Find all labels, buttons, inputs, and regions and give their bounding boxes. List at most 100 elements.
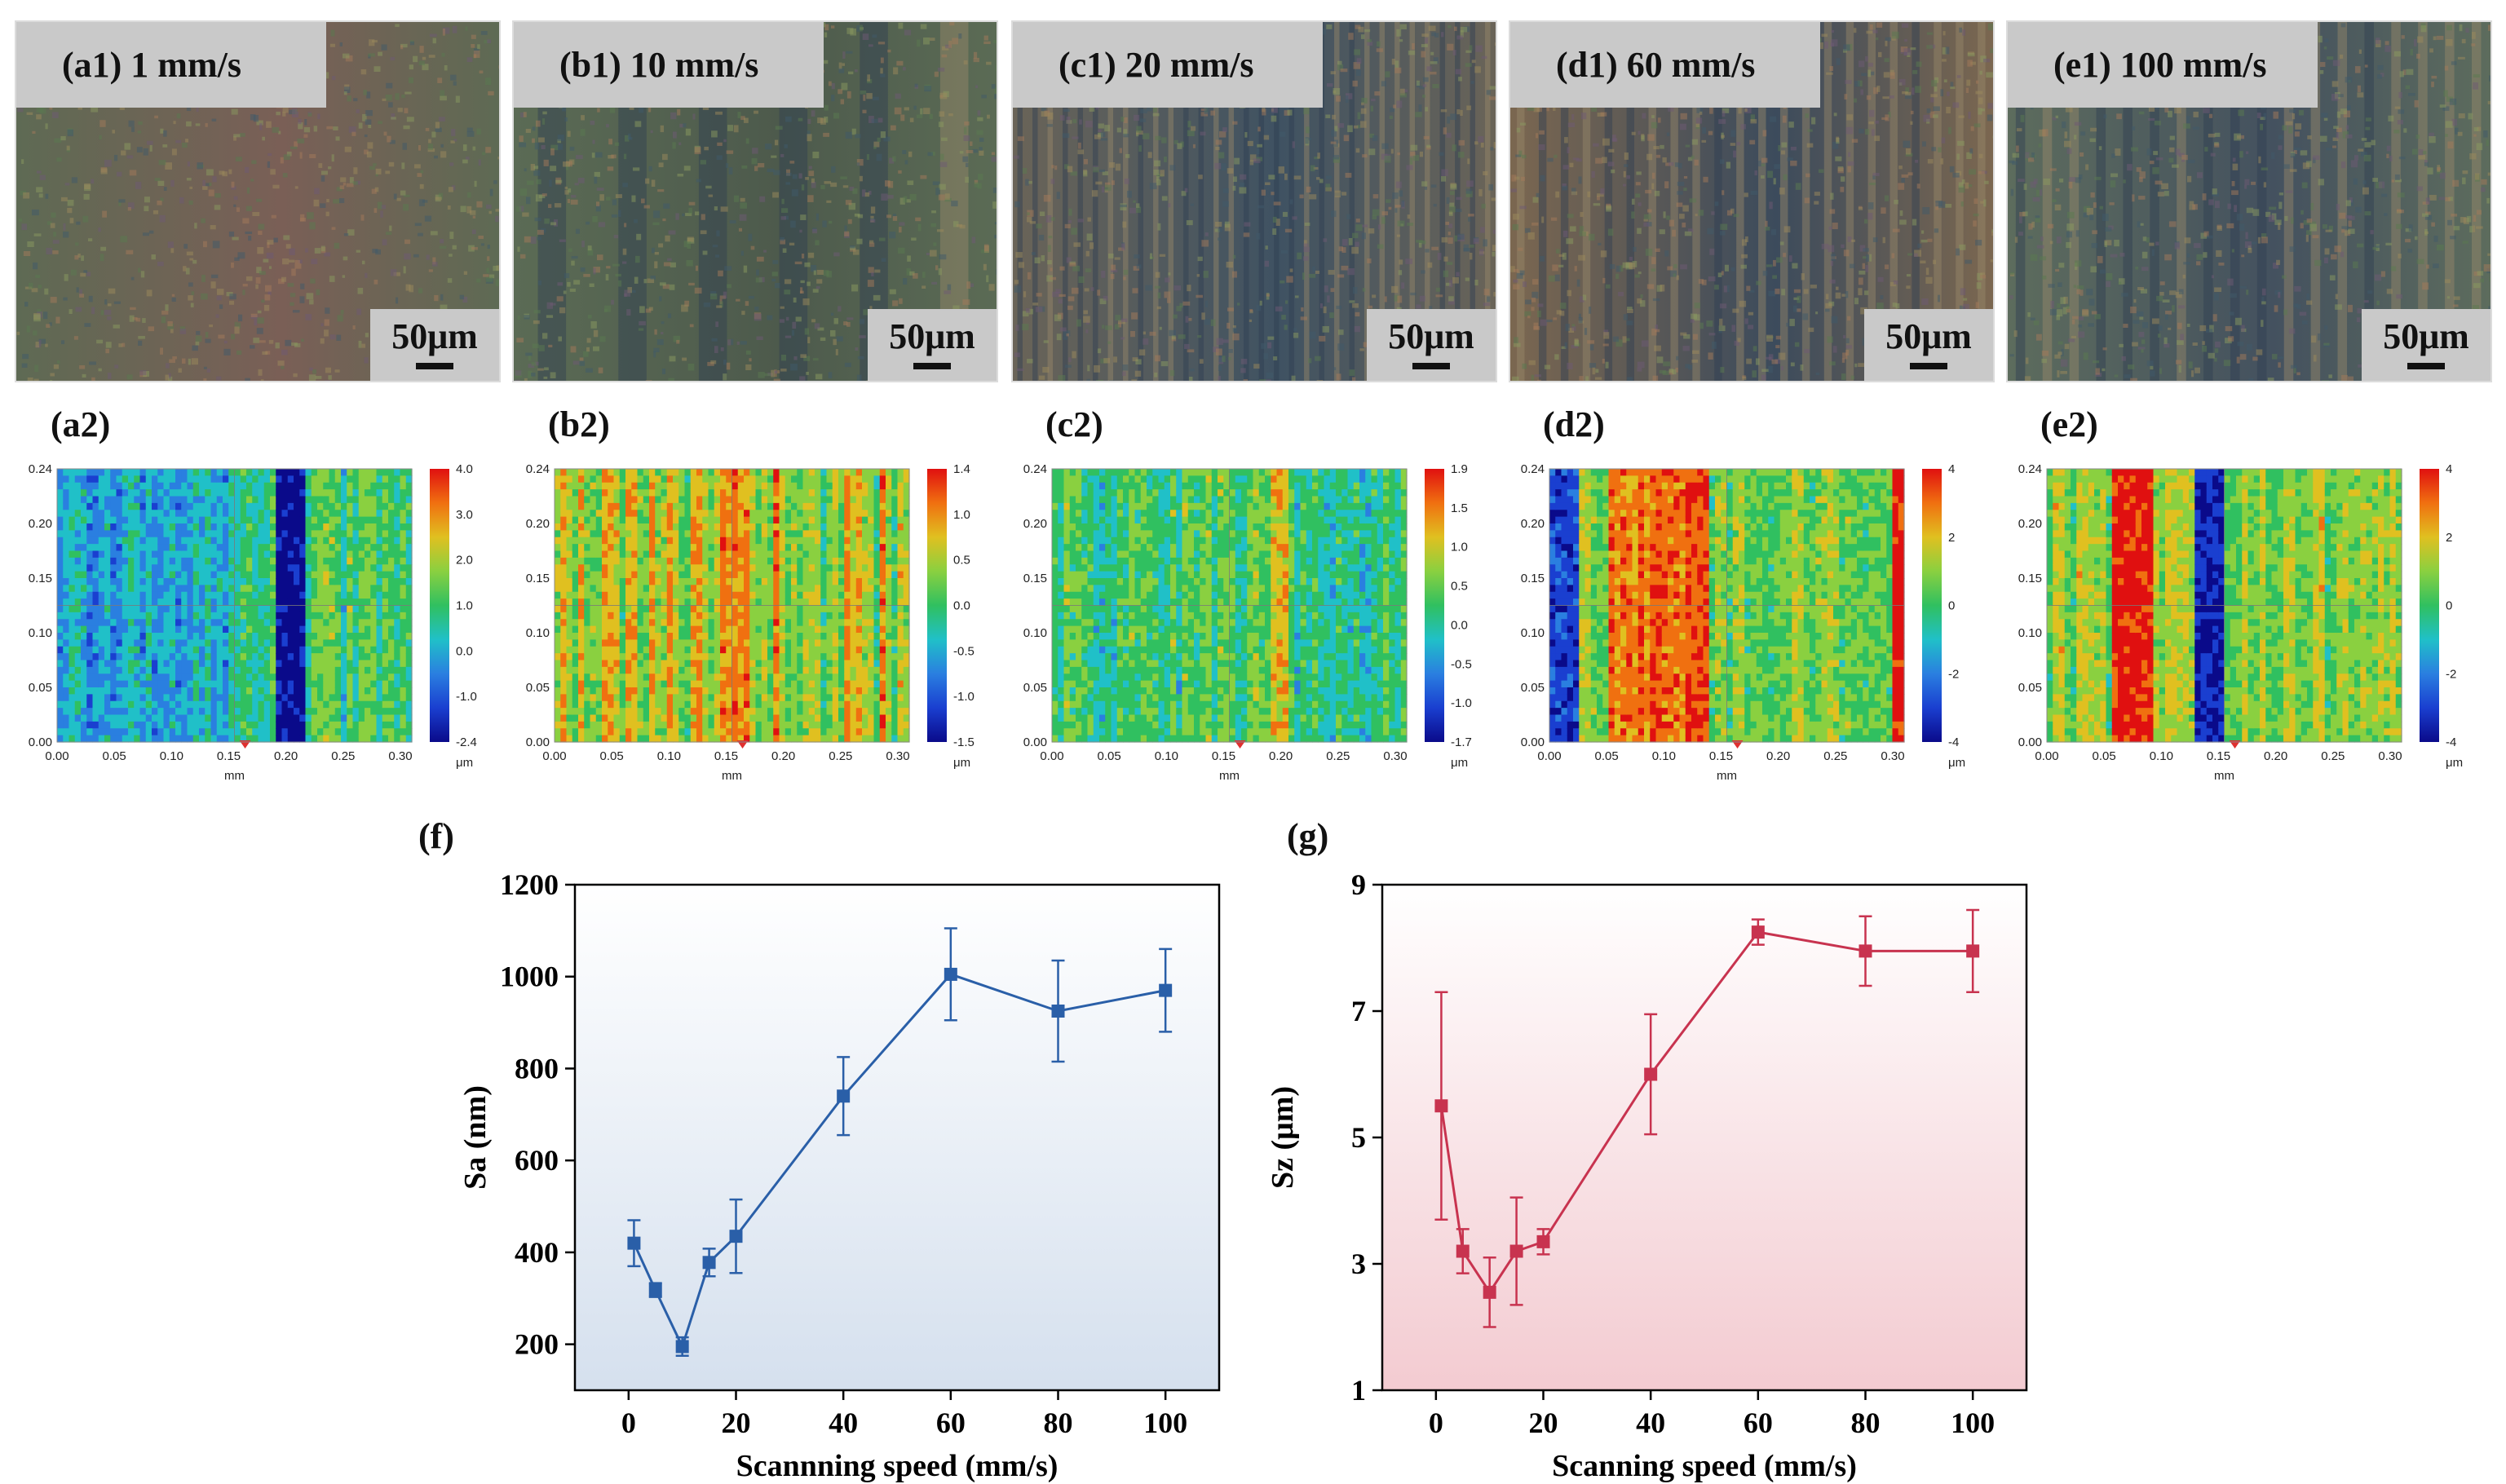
map-x-unit: mm [1219,769,1240,783]
map-x-tick: 0.15 [2207,749,2230,763]
map-y-tick: 0.15 [526,572,550,585]
scale-bar: 50μm [370,309,499,381]
map-x-tick: 0.10 [1155,749,1178,763]
map-x-tick: 0.30 [388,749,412,763]
colorbar-tick: 1.0 [953,508,970,522]
map-x-tick: 0.05 [600,749,624,763]
map-label: (c2) [1045,404,1103,445]
y-tick-label: 7 [1351,995,1366,1027]
map-y-tick: 0.20 [1023,517,1047,531]
map-y-tick: 0.00 [29,735,52,749]
scale-bar: 50μm [1367,309,1496,381]
scale-bar-label: 50μm [370,316,499,357]
map-y-tick: 0.05 [1023,681,1047,695]
y-tick-label: 1000 [500,961,559,993]
map-x-tick: 0.25 [1326,749,1350,763]
map-x-tick: 0.30 [1881,749,1904,763]
map-x-tick: 0.20 [1269,749,1293,763]
y-tick-label: 3 [1351,1248,1366,1280]
scale-bar-label: 50μm [2362,316,2491,357]
map-y-tick: 0.00 [526,735,550,749]
map-y-tick: 0.24 [29,462,52,476]
map-x-unit: mm [1717,769,1737,783]
map-x-tick: 0.05 [1098,749,1121,763]
colorbar-tick: -1.0 [953,690,975,704]
x-axis-label: Scannning speed (mm/s) [736,1449,1059,1483]
data-point [1859,944,1872,957]
map-x-tick: 0.05 [103,749,126,763]
colorbar-tick: -1.7 [1451,735,1472,749]
data-point [703,1256,716,1269]
scale-bar-line [416,363,453,369]
colorbar-tick: 1.4 [953,462,970,476]
scale-bar: 50μm [2362,309,2491,381]
map-y-tick: 0.10 [29,626,52,640]
colorbar-tick: 2 [1948,531,1955,545]
data-point [944,968,957,981]
map-x-tick: 0.10 [160,749,183,763]
y-tick-label: 400 [515,1236,559,1269]
scale-bar-line [2407,363,2445,369]
map-x-tick: 0.15 [1212,749,1235,763]
panel-label-g: (g) [1287,815,1328,857]
map-x-unit: mm [224,769,245,783]
map-x-tick: 0.30 [1383,749,1407,763]
x-tick-label: 100 [1951,1407,1995,1439]
colorbar-unit: μm [953,756,970,770]
y-axis-label: Sz (μm) [1266,1086,1300,1189]
colorbar-tick: 0.0 [1451,618,1468,632]
colorbar-unit: μm [2446,756,2463,770]
scale-bar-label: 50μm [868,316,997,357]
map-y-tick: 0.24 [1023,462,1047,476]
map-y-tick: 0.05 [1521,681,1545,695]
colorbar-unit: μm [1948,756,1965,770]
map-x-tick: 0.00 [1040,749,1063,763]
map-x-tick: 0.00 [2035,749,2058,763]
y-tick-label: 9 [1351,868,1366,901]
map-y-tick: 0.15 [1521,572,1545,585]
y-tick-label: 1 [1351,1374,1366,1407]
colorbar-tick: 0 [1948,599,1955,613]
colorbar-tick: 1.9 [1451,462,1468,476]
data-point [1752,925,1765,939]
map-y-tick: 0.20 [1521,517,1545,531]
colorbar [1425,469,1444,742]
colorbar-unit: μm [456,756,473,770]
x-tick-label: 20 [722,1407,751,1439]
panel-label-f: (f) [418,815,454,857]
colorbar-tick: 1.0 [1451,541,1468,554]
colorbar-tick: -4 [1948,735,1959,749]
x-tick-label: 20 [1529,1407,1558,1439]
colorbar-tick: 1.0 [456,599,473,613]
colorbar-tick: 4 [2446,462,2452,476]
data-point [627,1237,640,1250]
map-x-tick: 0.25 [2321,749,2345,763]
colorbar [1922,469,1942,742]
map-y-tick: 0.24 [526,462,550,476]
map-y-tick: 0.05 [526,681,550,695]
map-y-tick: 0.15 [29,572,52,585]
colorbar-tick: -0.5 [953,644,975,658]
y-tick-label: 1200 [500,868,559,901]
x-tick-label: 60 [1744,1407,1773,1439]
map-x-tick: 0.20 [2264,749,2287,763]
map-y-tick: 0.20 [2018,517,2042,531]
data-point [1052,1005,1065,1018]
map-x-tick: 0.15 [217,749,241,763]
map-x-unit: mm [722,769,742,783]
micrograph-label: (c1) 20 mm/s [1013,22,1323,108]
colorbar-tick: 3.0 [456,508,473,522]
data-point [1159,984,1172,997]
map-x-tick: 0.10 [2150,749,2173,763]
map-x-tick: 0.25 [331,749,355,763]
map-x-tick: 0.00 [542,749,566,763]
data-point [649,1283,662,1296]
y-tick-label: 800 [515,1052,559,1084]
map-x-tick: 0.05 [1595,749,1619,763]
map-x-tick: 0.00 [1537,749,1561,763]
